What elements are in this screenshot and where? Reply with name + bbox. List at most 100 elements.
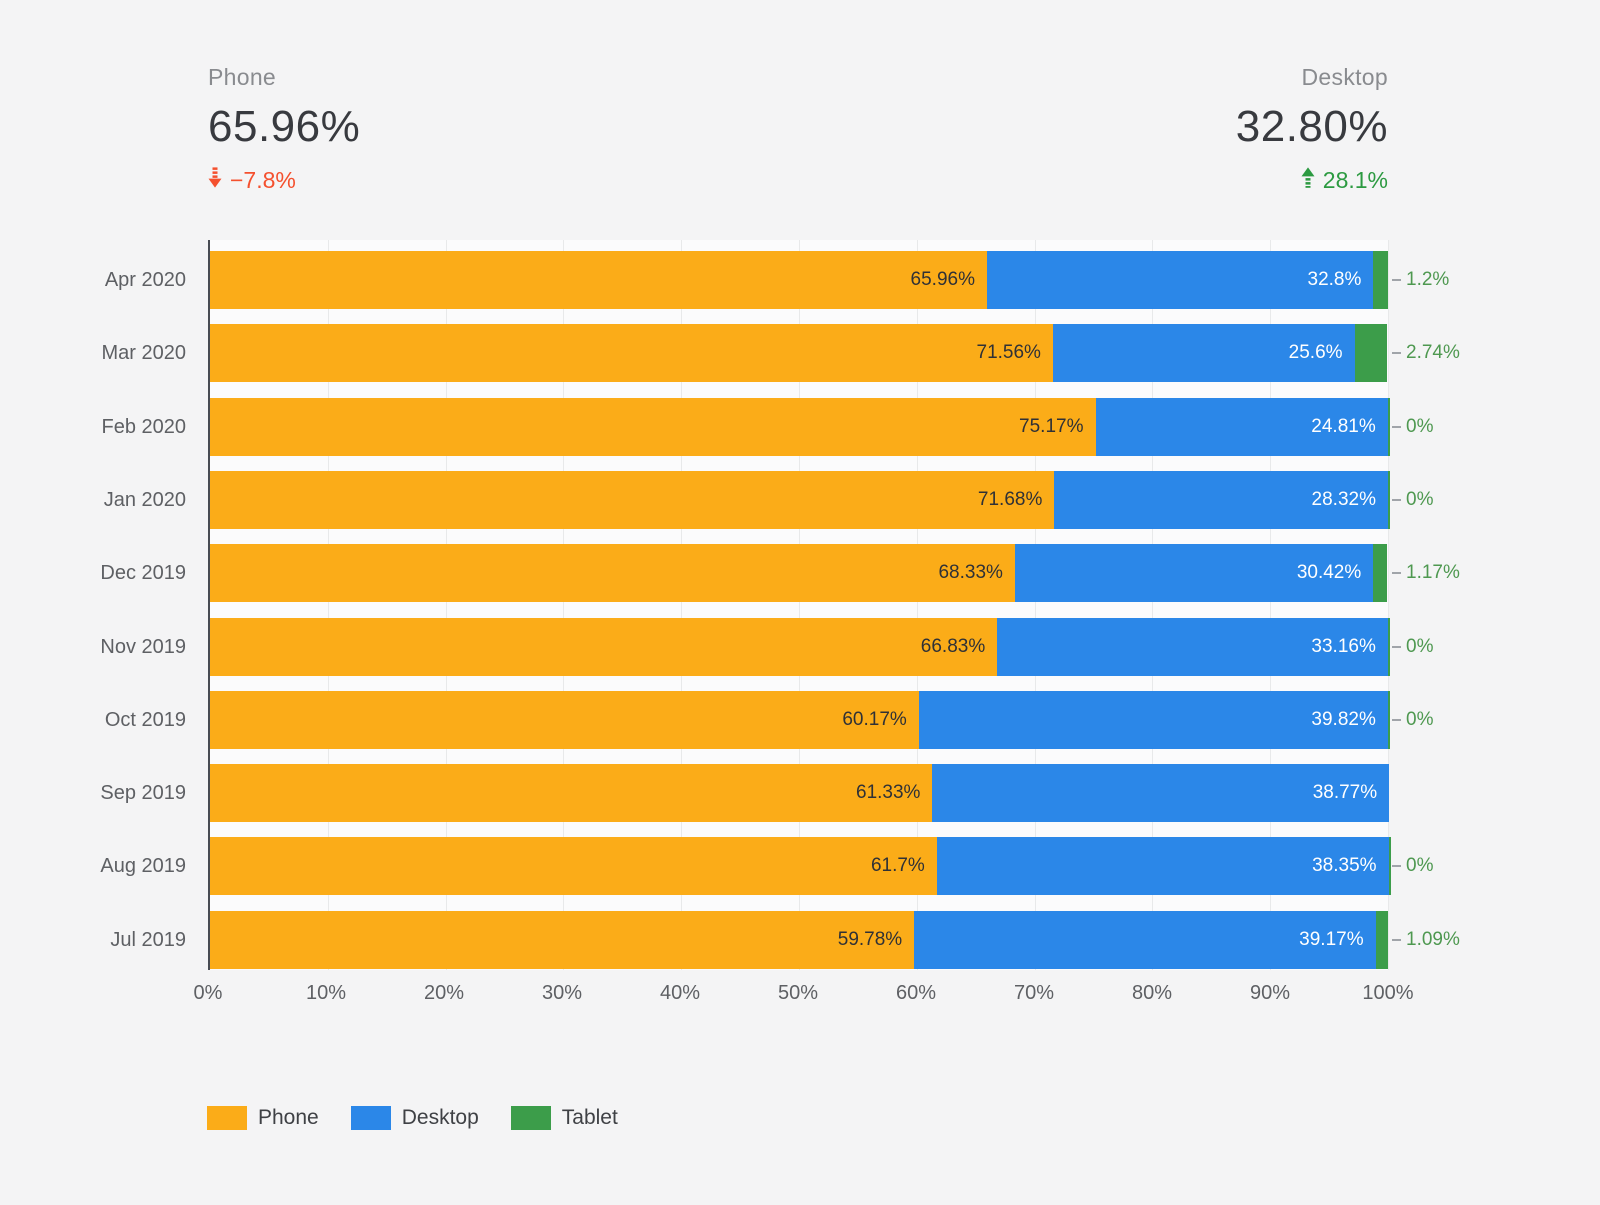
gridline: [1270, 240, 1272, 970]
desktop-bar-segment[interactable]: 30.42%: [1014, 544, 1374, 603]
desktop-bar-segment[interactable]: 38.35%: [936, 837, 1389, 896]
desktop-value-label: 39.17%: [1299, 928, 1364, 950]
tablet-bar-segment[interactable]: [1375, 910, 1389, 969]
category-label: Dec 2019: [100, 562, 186, 585]
tablet-bar-segment[interactable]: [1354, 324, 1387, 383]
desktop-bar-segment[interactable]: 32.8%: [987, 251, 1374, 309]
category-label: Apr 2020: [104, 269, 186, 291]
legend-item-desktop[interactable]: Desktop: [350, 1106, 479, 1130]
tablet-bar-segment[interactable]: [1387, 690, 1390, 749]
phone-bar-segment[interactable]: 75.17%: [210, 397, 1096, 456]
bar-row: Feb 2020 75.17% 24.81% 0%: [101, 397, 1433, 456]
gridline: [916, 240, 918, 970]
phone-value-label: 75.17%: [1019, 415, 1084, 437]
tablet-value-label: 1.09%: [1406, 928, 1460, 950]
bar-row: Jul 2019 59.78% 39.17% 1.09%: [110, 910, 1460, 969]
desktop-delta-text: 28.1%: [1322, 167, 1388, 193]
desktop-value-label: 30.42%: [1296, 562, 1362, 584]
desktop-value-label: 28.32%: [1311, 488, 1376, 510]
x-tick-label: 70%: [1013, 982, 1055, 1004]
tablet-bar-segment[interactable]: [1387, 470, 1390, 529]
phone-legend-swatch: [207, 1106, 247, 1130]
legend-item-tablet[interactable]: Tablet: [510, 1106, 618, 1130]
desktop-value-label: 24.81%: [1311, 415, 1376, 437]
phone-scorecard-delta: −7.8%: [208, 167, 360, 194]
phone-bar-segment[interactable]: 66.83%: [210, 617, 998, 676]
tablet-value-label: 2.74%: [1406, 342, 1460, 364]
desktop-value-label: 38.35%: [1312, 855, 1377, 877]
desktop-bar-segment[interactable]: 28.32%: [1054, 470, 1388, 529]
phone-bar-segment[interactable]: 65.96%: [210, 251, 987, 309]
bar-row: Dec 2019 68.33% 30.42% 1.17%: [100, 544, 1460, 603]
tablet-leader-dash: [1392, 718, 1401, 721]
desktop-value-label: 25.6%: [1288, 342, 1343, 364]
tablet-leader-dash: [1392, 645, 1401, 648]
phone-bar-segment[interactable]: 71.68%: [210, 470, 1055, 529]
phone-scorecard-label: Phone: [208, 64, 277, 90]
desktop-value-label: 32.8%: [1307, 269, 1362, 290]
phone-bar-segment[interactable]: 60.17%: [210, 690, 919, 749]
desktop-bar-segment[interactable]: 33.16%: [997, 617, 1388, 676]
desktop-bar-segment[interactable]: 25.6%: [1052, 324, 1355, 383]
x-tick-label: 20%: [423, 982, 465, 1004]
phone-value-label: 65.96%: [910, 269, 975, 290]
bar-row: Mar 2020 71.56% 25.6% 2.74%: [102, 324, 1460, 383]
phone-legend-label: Phone: [258, 1106, 319, 1129]
gridline: [327, 240, 329, 970]
phone-value-label: 66.83%: [920, 635, 986, 657]
bar-row: Jan 2020 71.68% 28.32% 0%: [104, 470, 1433, 529]
bar-row: Nov 2019 66.83% 33.16% 0%: [100, 617, 1433, 676]
tablet-legend-label: Tablet: [561, 1106, 618, 1129]
tablet-leader-dash: [1392, 938, 1401, 941]
category-label: Sep 2019: [100, 782, 186, 805]
tablet-bar-segment[interactable]: [1373, 251, 1388, 309]
phone-value-label: 71.68%: [977, 488, 1043, 510]
bar-row: Apr 2020 65.96% 32.8% 1.2%: [105, 251, 1449, 309]
tablet-bar-segment[interactable]: [1388, 837, 1391, 896]
bar-row: Oct 2019 60.17% 39.82% 0%: [105, 690, 1433, 749]
phone-bar-segment[interactable]: 71.56%: [210, 324, 1053, 383]
tablet-bar-segment[interactable]: [1387, 617, 1390, 676]
category-label: Jan 2020: [103, 488, 186, 511]
desktop-bar-segment[interactable]: 39.82%: [918, 690, 1388, 749]
desktop-value-label: 38.77%: [1312, 782, 1378, 804]
x-tick-label: 100%: [1362, 982, 1414, 1004]
desktop-legend-swatch: [350, 1106, 391, 1130]
tablet-leader-dash: [1392, 498, 1401, 501]
gridline: [445, 240, 447, 970]
desktop-legend-label: Desktop: [401, 1106, 479, 1129]
desktop-bar-segment[interactable]: 39.17%: [914, 910, 1376, 969]
x-tick-label: 0%: [193, 982, 223, 1004]
desktop-scorecard-delta: 28.1%: [1236, 167, 1388, 194]
tablet-bar-segment[interactable]: [1387, 397, 1390, 456]
tablet-value-label: 1.2%: [1406, 269, 1450, 290]
tablet-leader-dash: [1392, 279, 1401, 281]
x-tick-label: 80%: [1131, 982, 1173, 1004]
phone-value-label: 71.56%: [976, 342, 1041, 364]
desktop-bar-segment[interactable]: 38.77%: [932, 764, 1390, 823]
phone-bar-segment[interactable]: 61.33%: [210, 764, 933, 823]
x-tick-label: 30%: [541, 982, 583, 1004]
desktop-bar-segment[interactable]: 24.81%: [1095, 397, 1388, 456]
category-label: Aug 2019: [100, 855, 186, 878]
stacked-bar-chart: Apr 2020 65.96% 32.8% 1.2% Mar 2020 71.56% 25.…: [100, 240, 1460, 970]
tablet-value-label: 0%: [1406, 855, 1434, 877]
phone-delta-text: −7.8%: [230, 167, 296, 193]
gridline: [799, 240, 800, 970]
phone-bar-segment[interactable]: 61.7%: [210, 837, 937, 896]
category-label: Nov 2019: [100, 635, 186, 658]
phone-value-label: 60.17%: [842, 708, 907, 730]
x-tick-label: 50%: [777, 982, 819, 1004]
desktop-scorecard: Desktop 32.80% 28.1%: [1236, 64, 1388, 194]
x-tick-label: 60%: [895, 982, 937, 1004]
tablet-leader-dash: [1392, 865, 1401, 868]
desktop-value-label: 33.16%: [1311, 635, 1376, 657]
phone-value-label: 68.33%: [938, 562, 1003, 584]
category-label: Jul 2019: [110, 928, 186, 951]
tablet-bar-segment[interactable]: [1373, 544, 1388, 603]
category-label: Mar 2020: [101, 342, 187, 365]
category-label: Oct 2019: [104, 708, 186, 731]
phone-bar-segment[interactable]: 59.78%: [210, 910, 915, 969]
legend-item-phone[interactable]: Phone: [207, 1106, 319, 1130]
phone-bar-segment[interactable]: 68.33%: [210, 544, 1015, 603]
